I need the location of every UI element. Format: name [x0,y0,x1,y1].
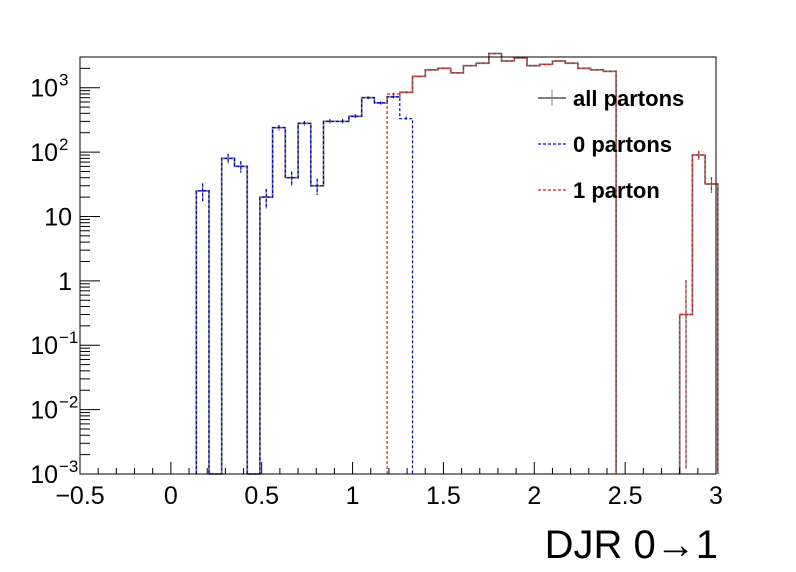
y-tick-exponent: 2 [59,135,68,154]
y-tick-label: 10 [30,75,58,103]
y-tick-label: 10 [30,397,58,425]
x-axis: −0.5 0 0.5 1 1.5 2 2.5 3 [55,462,723,510]
x-tick-label: 1.5 [426,482,461,510]
x-tick-label: 2.5 [608,482,643,510]
x-tick-label: −0.5 [55,482,104,510]
plot-area [195,52,719,475]
series-line-2 [386,52,719,474]
y-tick-label: 1 [58,268,72,296]
x-axis-label: DJR 0→1 [545,523,718,567]
plot-frame [79,56,717,475]
legend: all partons 0 partons 1 parton [538,86,684,203]
y-tick-label: 10 [30,139,58,167]
x-tick-label: 0 [164,482,178,510]
x-tick-label: 2 [527,482,541,510]
y-tick-label: 10 [30,461,58,489]
legend-entry-label: 1 parton [573,178,660,203]
y-tick-exponent: 3 [59,71,68,90]
legend-entry-label: all partons [573,86,684,111]
series-line-0 [195,52,719,475]
y-tick-exponent: −1 [59,328,78,347]
x-tick-label: 0.5 [244,482,279,510]
series-line-1 [195,96,414,475]
y-tick-label: 10 [44,203,72,231]
x-tick-label: 3 [709,482,723,510]
x-tick-label: 1 [346,482,360,510]
y-tick-exponent: −2 [59,393,78,412]
y-tick-exponent: −3 [59,457,78,476]
y-tick-label: 10 [30,332,58,360]
legend-entry-label: 0 partons [573,132,672,157]
